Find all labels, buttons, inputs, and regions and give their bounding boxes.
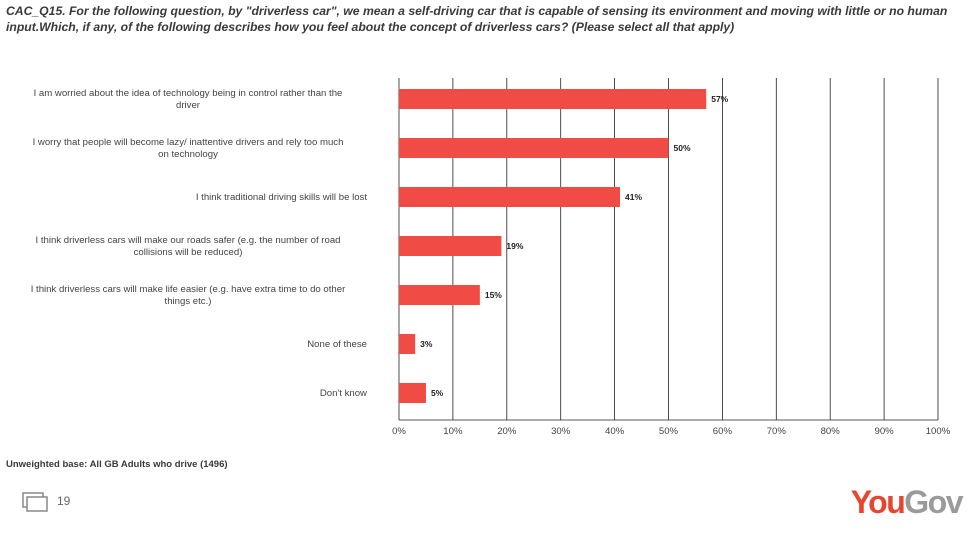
bar [399, 383, 426, 403]
logo-gov: Gov [904, 484, 963, 520]
bar [399, 187, 620, 207]
x-tick-label: 10% [443, 426, 463, 437]
category-label: I worry that people will become lazy/ in… [33, 137, 344, 160]
category-label: None of these [307, 339, 367, 350]
x-tick-label: 30% [551, 426, 571, 437]
data-label: 57% [711, 94, 728, 104]
data-label: 41% [625, 192, 642, 202]
category-label: I think driverless cars will make life e… [31, 284, 346, 307]
x-tick-label: 0% [392, 426, 406, 437]
x-axis-ticks: 0% 10% 20% 30% 40% 50% 60% 70% 80% 90% 100% [392, 426, 951, 437]
yougov-logo: YouGov [850, 484, 964, 521]
category-label: I am worried about the idea of technolog… [34, 88, 343, 111]
data-label: 15% [485, 290, 502, 300]
x-tick-label: 60% [713, 426, 733, 437]
bar [399, 285, 480, 305]
unweighted-base-note: Unweighted base: All GB Adults who drive… [6, 459, 228, 470]
bar [399, 236, 502, 256]
bars [399, 89, 707, 403]
value-labels: 57% 50% 41% 19% 15% 3% 5% [420, 94, 729, 398]
data-label: 50% [674, 143, 691, 153]
x-tick-label: 90% [874, 426, 894, 437]
bar-chart: I am worried about the idea of technolog… [31, 78, 951, 437]
bar [399, 138, 669, 158]
category-label: Don't know [320, 388, 367, 399]
x-tick-label: 80% [821, 426, 841, 437]
x-tick-label: 100% [926, 426, 951, 437]
x-tick-label: 70% [767, 426, 787, 437]
gridlines [398, 78, 939, 421]
data-label: 3% [420, 339, 433, 349]
category-label: I think driverless cars will make our ro… [36, 235, 341, 258]
bar [399, 89, 707, 109]
slides-icon [22, 492, 48, 512]
bar [399, 334, 416, 354]
category-labels: I am worried about the idea of technolog… [31, 88, 368, 399]
chart-title: CAC_Q15. For the following question, by … [6, 4, 948, 34]
data-label: 5% [431, 388, 444, 398]
x-tick-label: 50% [659, 426, 679, 437]
x-tick-label: 40% [605, 426, 625, 437]
category-label: I think traditional driving skills will … [196, 192, 367, 203]
data-label: 19% [506, 241, 523, 251]
page-number: 19 [57, 494, 71, 508]
logo-you: You [850, 484, 906, 520]
x-tick-label: 20% [497, 426, 517, 437]
